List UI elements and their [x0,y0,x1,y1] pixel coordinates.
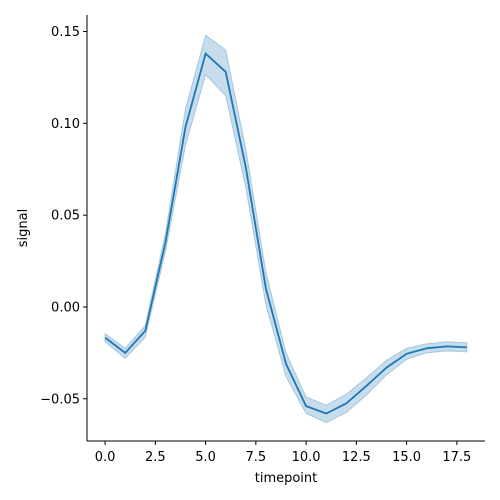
y-axis-label: signal [16,209,31,247]
y-tick-label: −0.05 [40,392,80,407]
confidence-band [104,34,468,424]
x-tick-label: 7.5 [246,450,267,465]
x-axis-label: timepoint [255,471,318,486]
x-tick-label: 17.5 [442,450,471,465]
x-tick-label: 12.5 [342,450,371,465]
y-ticks: −0.05 0.00 0.05 0.10 0.15 [40,25,87,407]
y-tick-label: 0.15 [51,25,80,40]
signal-line [104,51,467,415]
x-tick-label: 10.0 [292,450,321,465]
plot-area [104,34,468,424]
y-tick-label: 0.00 [51,300,80,315]
x-ticks: 0.0 2.5 5.0 7.5 10.0 12.5 15.0 17.5 [95,441,471,465]
x-tick-label: 2.5 [145,450,166,465]
y-tick-label: 0.05 [51,209,80,224]
y-tick-label: 0.10 [51,117,80,132]
x-tick-label: 5.0 [195,450,216,465]
x-tick-label: 0.0 [95,450,116,465]
x-tick-label: 15.0 [392,450,421,465]
